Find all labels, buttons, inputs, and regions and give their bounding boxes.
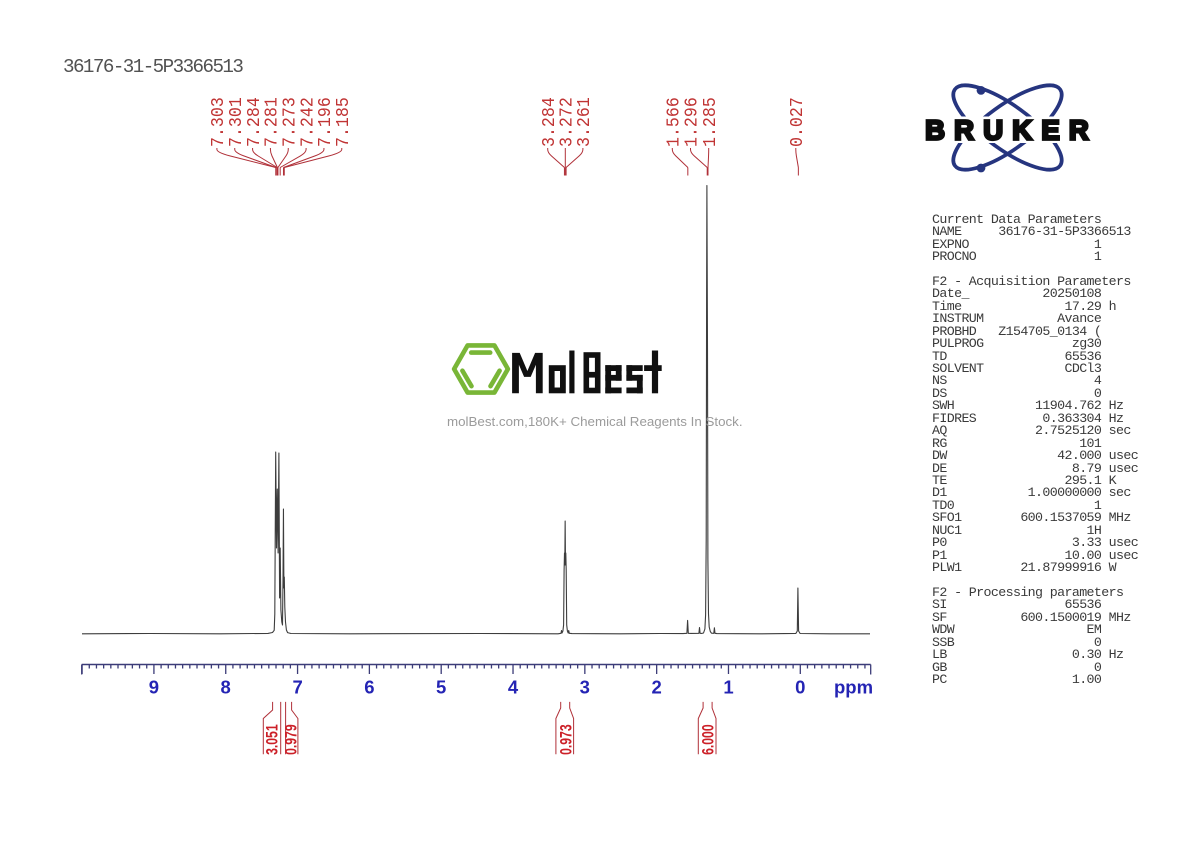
svg-text:3.261: 3.261 <box>574 97 595 147</box>
svg-text:1.296: 1.296 <box>682 97 703 147</box>
svg-text:7.242: 7.242 <box>298 97 319 147</box>
svg-text:3: 3 <box>580 677 590 698</box>
svg-text:2: 2 <box>652 677 662 698</box>
svg-text:1.285: 1.285 <box>700 97 721 147</box>
svg-text:1.566: 1.566 <box>664 97 685 147</box>
svg-text:7.301: 7.301 <box>226 97 247 147</box>
svg-text:7.284: 7.284 <box>244 97 265 147</box>
svg-text:0.979: 0.979 <box>283 724 301 755</box>
svg-text:7.185: 7.185 <box>333 97 354 147</box>
svg-text:3.051: 3.051 <box>264 724 282 755</box>
svg-text:7.273: 7.273 <box>280 97 301 147</box>
svg-text:0.027: 0.027 <box>787 97 808 147</box>
svg-text:0: 0 <box>795 677 805 698</box>
svg-text:0.973: 0.973 <box>558 724 576 755</box>
svg-text:9: 9 <box>149 677 159 698</box>
svg-text:7: 7 <box>292 677 302 698</box>
svg-text:7.196: 7.196 <box>315 97 336 147</box>
svg-text:6.000: 6.000 <box>700 724 718 755</box>
svg-text:3.284: 3.284 <box>539 97 560 147</box>
svg-text:1: 1 <box>723 677 733 698</box>
svg-text:7.303: 7.303 <box>208 97 229 147</box>
svg-text:4: 4 <box>508 677 519 698</box>
svg-text:7.281: 7.281 <box>262 97 283 147</box>
svg-text:ppm: ppm <box>834 677 873 698</box>
svg-text:BRUKER: BRUKER <box>925 115 1098 146</box>
svg-text:6: 6 <box>364 677 374 698</box>
svg-text:3.272: 3.272 <box>557 97 578 147</box>
svg-text:8: 8 <box>221 677 231 698</box>
svg-text:5: 5 <box>436 677 446 698</box>
